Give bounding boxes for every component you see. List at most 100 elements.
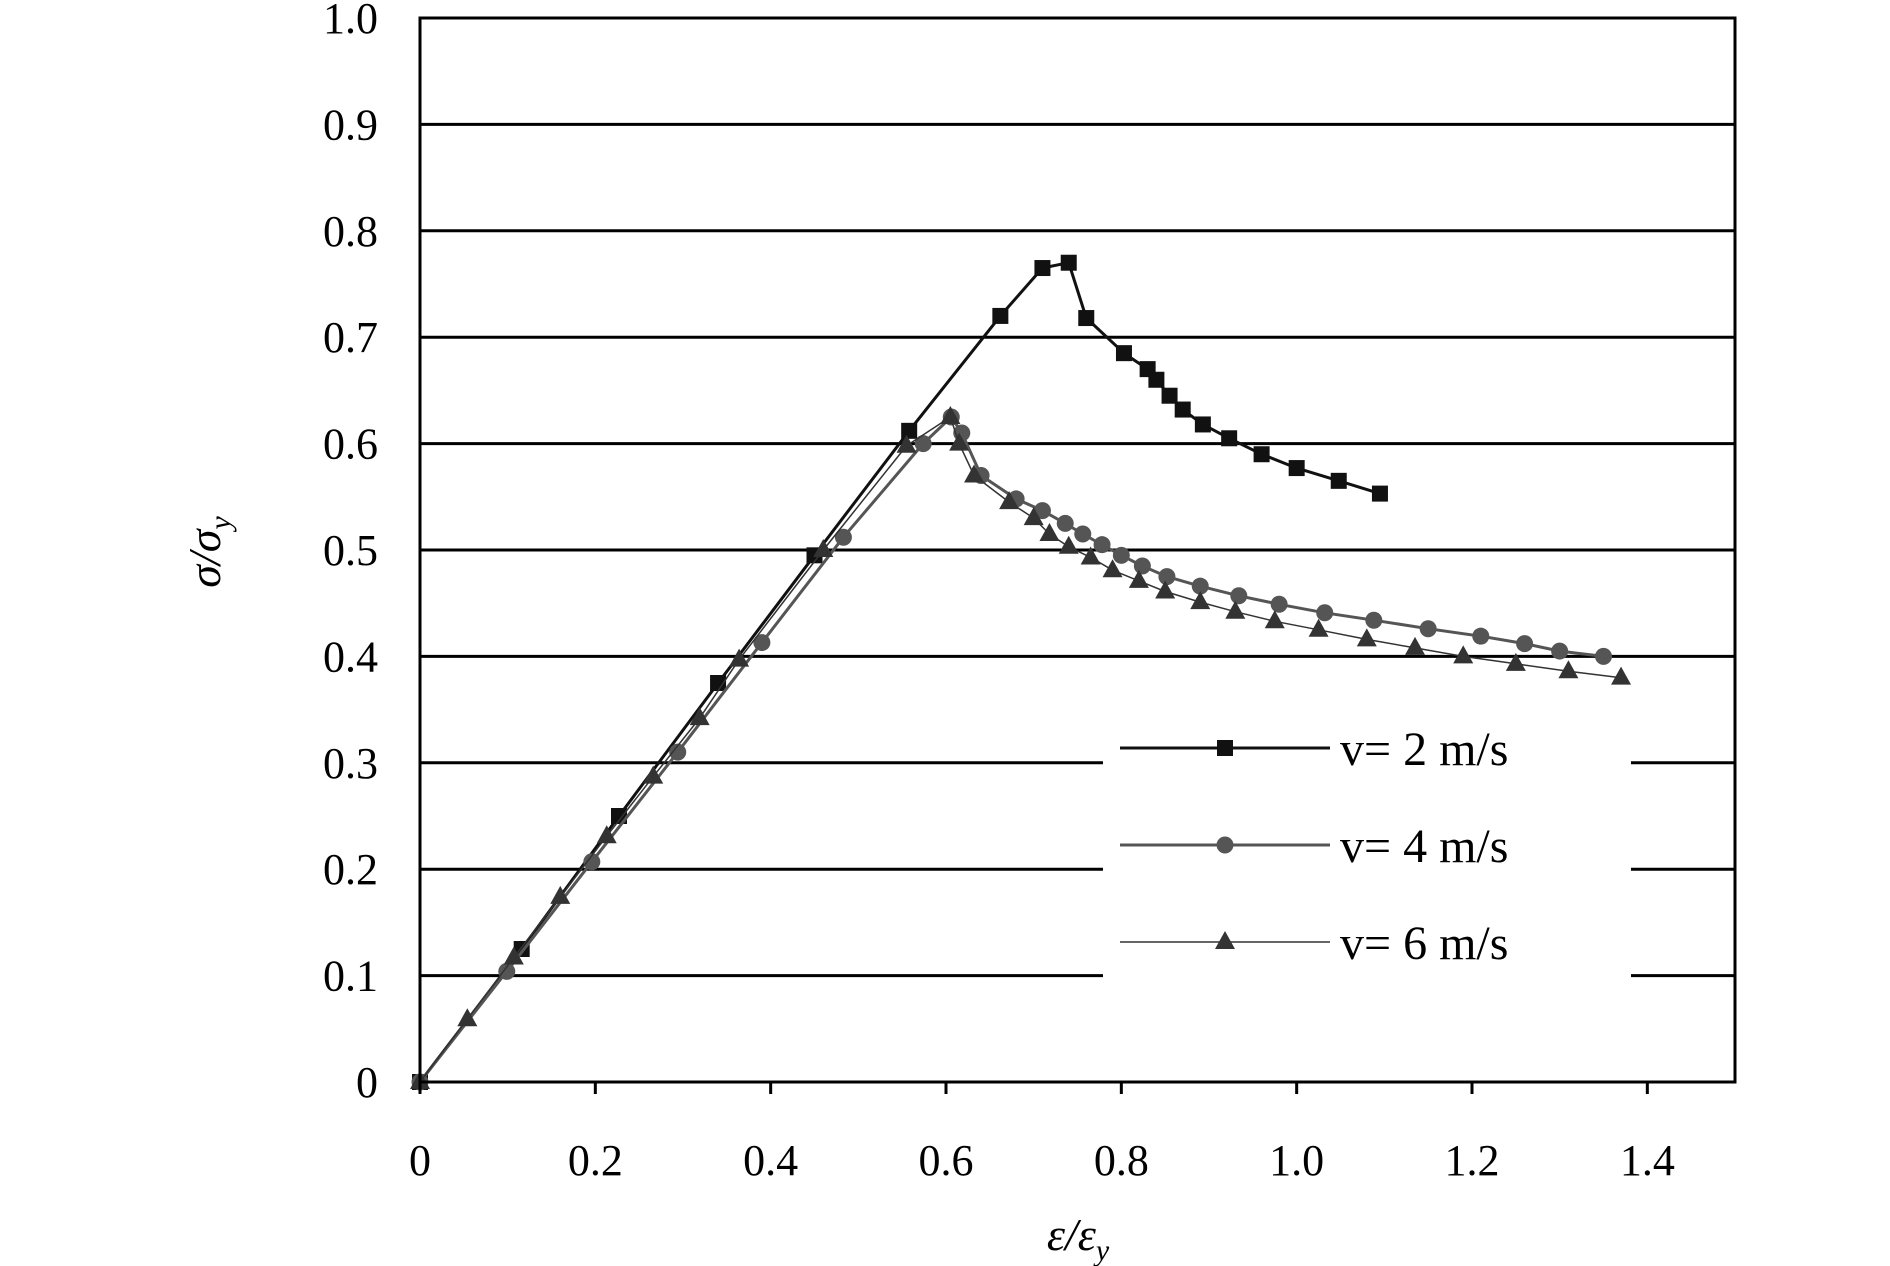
y-tick-label: 0.4 <box>323 632 378 681</box>
series-3 <box>410 406 1632 1089</box>
data-point <box>999 491 1020 510</box>
data-point <box>1102 559 1123 578</box>
y-axis-title: σ/σy <box>179 516 237 588</box>
y-tick-label: 0.3 <box>323 739 378 788</box>
data-point <box>1516 635 1534 653</box>
legend-background <box>1103 722 1631 1022</box>
data-point <box>1288 460 1305 477</box>
series-2 <box>411 408 1612 1091</box>
data-point <box>1221 430 1238 447</box>
data-point <box>729 648 750 667</box>
plot-area-frame <box>418 16 1737 1084</box>
data-point <box>1148 371 1165 388</box>
x-tick-label: 0.8 <box>1094 1136 1149 1185</box>
series-layer <box>410 254 1632 1091</box>
data-point <box>503 946 524 965</box>
data-point <box>596 825 617 844</box>
legend-marker <box>1216 836 1234 854</box>
x-tick-label: 0.4 <box>743 1136 798 1185</box>
data-point <box>1270 595 1288 613</box>
x-tick-labels: 0 0.2 0.4 0.6 0.8 1.0 1.2 1.4 <box>409 1082 1675 1185</box>
y-tick-labels: 0 0.1 0.2 0.3 0.4 0.5 0.6 0.7 0.8 0.9 1.0 <box>323 0 378 1107</box>
data-point <box>1161 387 1178 404</box>
data-point <box>901 422 918 439</box>
data-point <box>1112 546 1130 564</box>
y-tick-label: 0.1 <box>323 952 378 1001</box>
data-point <box>896 434 917 453</box>
data-point <box>1078 310 1095 327</box>
data-point <box>1264 610 1285 629</box>
data-point <box>914 435 932 453</box>
data-point <box>1330 472 1347 489</box>
data-point <box>1230 587 1248 605</box>
x-tick-label: 0.2 <box>568 1136 623 1185</box>
data-point <box>1453 645 1474 664</box>
data-point <box>1080 546 1101 565</box>
data-point <box>550 885 571 904</box>
data-point <box>1595 647 1612 665</box>
data-point <box>1058 535 1079 554</box>
data-point <box>1056 514 1074 532</box>
data-point <box>1365 611 1383 629</box>
data-point <box>669 743 687 761</box>
y-tick-label: 0.7 <box>323 313 378 362</box>
data-point <box>1225 600 1246 619</box>
y-tick-label: 0.5 <box>323 526 378 575</box>
data-point <box>1060 254 1077 271</box>
x-tick-label: 0 <box>409 1136 431 1185</box>
data-point <box>1155 580 1176 599</box>
x-axis-title-sub: y <box>1093 1234 1110 1266</box>
data-point <box>1371 485 1388 502</box>
data-point <box>1191 577 1209 595</box>
y-axis-title-main: σ/σ <box>179 527 230 587</box>
data-point <box>1115 345 1132 362</box>
data-point <box>1128 569 1149 588</box>
data-point <box>1194 416 1211 433</box>
data-point <box>1551 642 1569 660</box>
data-point <box>1034 260 1051 277</box>
x-tick-label: 0.6 <box>919 1136 974 1185</box>
x-tick-label: 1.2 <box>1445 1136 1500 1185</box>
data-point <box>1316 604 1334 622</box>
data-point <box>1308 618 1329 637</box>
series-line <box>418 415 1604 1083</box>
gridlines <box>420 122 1735 978</box>
data-point <box>1074 525 1092 543</box>
data-point <box>753 634 771 652</box>
data-point <box>643 765 664 784</box>
y-tick-label: 0.9 <box>323 100 378 149</box>
data-point <box>949 432 970 451</box>
data-point <box>710 675 727 691</box>
data-point <box>583 853 601 871</box>
x-tick-label: 1.0 <box>1269 1136 1324 1185</box>
data-point <box>1356 628 1377 647</box>
legend: v= 2 m/s v= 4 m/s v= 6 m/s <box>1103 722 1631 1022</box>
y-axis-title-sub: y <box>204 516 237 533</box>
data-point <box>498 962 516 980</box>
legend-label: v= 6 m/s <box>1340 917 1508 970</box>
y-tick-label: 0.8 <box>323 207 378 256</box>
data-point <box>1253 446 1270 463</box>
legend-label: v= 2 m/s <box>1340 723 1508 776</box>
data-point <box>457 1008 478 1027</box>
data-point <box>689 707 710 726</box>
data-point <box>834 528 852 546</box>
data-point <box>813 539 834 557</box>
y-tick-label: 0.6 <box>323 420 378 469</box>
x-axis-title-main: ε/ε <box>1047 1209 1097 1260</box>
legend-marker <box>1215 931 1235 949</box>
data-point <box>1405 636 1426 655</box>
data-point <box>1023 507 1044 526</box>
y-tick-label: 1.0 <box>323 0 378 43</box>
x-tick-label: 1.4 <box>1620 1136 1675 1185</box>
data-point <box>1174 401 1191 418</box>
data-point <box>1093 536 1111 554</box>
data-point <box>1505 652 1526 671</box>
data-point <box>1033 502 1051 520</box>
data-point <box>1039 523 1060 542</box>
y-tick-label: 0 <box>356 1058 378 1107</box>
data-point <box>940 406 961 424</box>
legend-label: v= 4 m/s <box>1340 820 1508 873</box>
y-tick-label: 0.2 <box>323 845 378 894</box>
